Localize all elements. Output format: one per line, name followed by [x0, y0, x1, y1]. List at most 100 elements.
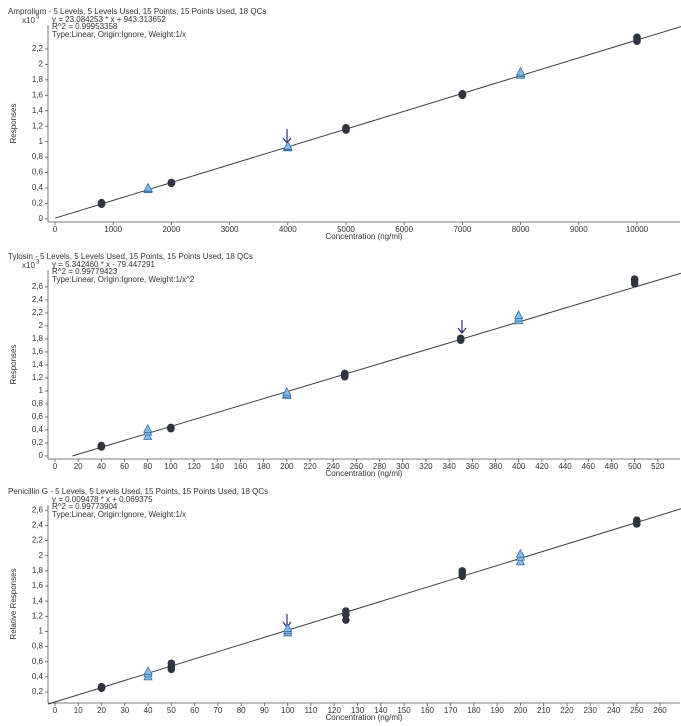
- y-tick-label: 2: [39, 551, 44, 560]
- arrow: [457, 320, 467, 334]
- y-tick-label: 2,4: [32, 521, 44, 530]
- y-tick-label: 0,6: [32, 168, 44, 177]
- x-tick-label: 400: [512, 462, 526, 471]
- x-tick-label: 500: [628, 462, 642, 471]
- x-tick-label: 8000: [512, 225, 530, 234]
- r-squared: R^2 = 0.99953358: [52, 22, 118, 31]
- y-tick-label: 0,4: [32, 672, 44, 681]
- y-tick-label: 2,2: [32, 308, 44, 317]
- x-tick-label: 160: [234, 462, 248, 471]
- x-tick-label: 200: [280, 462, 294, 471]
- x-tick-label: 50: [167, 706, 176, 715]
- y-tick-label: 0,4: [32, 183, 44, 192]
- y-axis-label: Relative Responses: [9, 568, 18, 639]
- y-tick-label: 1,8: [32, 566, 44, 575]
- x-tick-label: 9000: [570, 225, 588, 234]
- x-tick-label: 300: [396, 462, 410, 471]
- equation: y = 0.009478 * x + 0.069375: [52, 495, 153, 504]
- qc-point: [515, 66, 526, 76]
- fit-type: Type:Linear, Origin:Ignore, Weight:1/x: [52, 510, 186, 519]
- chart-title: Tylosin - 5 Levels, 5 Levels Used, 15 Po…: [8, 252, 253, 261]
- x-tick-label: 5000: [337, 225, 355, 234]
- x-tick-label: 170: [444, 706, 458, 715]
- y-tick-label: 0,8: [32, 399, 44, 408]
- x-tick-label: 220: [303, 462, 317, 471]
- x-tick-label: 90: [260, 706, 269, 715]
- x-tick-label: 320: [419, 462, 433, 471]
- x-axis-label: Concentration (ng/ml): [326, 713, 403, 722]
- x-tick-label: 80: [237, 706, 246, 715]
- y-tick-label: 1: [39, 386, 44, 395]
- x-tick-label: 60: [120, 462, 129, 471]
- x-tick-label: 150: [397, 706, 411, 715]
- y-tick-label: 1,2: [32, 373, 44, 382]
- y-tick-label: 0,4: [32, 425, 44, 434]
- x-tick-label: 100: [281, 706, 295, 715]
- x-tick-label: 10: [74, 706, 83, 715]
- qc-point: [282, 386, 292, 396]
- x-tick-label: 30: [120, 706, 129, 715]
- y-tick-label: 2,6: [32, 282, 44, 291]
- x-tick-label: 130: [351, 706, 365, 715]
- x-tick-label: 180: [467, 706, 481, 715]
- calibration-point: [342, 616, 350, 624]
- x-tick-label: 250: [630, 706, 644, 715]
- equation: y = 23.084253 * x + 943.313652: [52, 15, 166, 24]
- x-tick-label: 220: [560, 706, 574, 715]
- y-tick-label: 0,8: [32, 152, 44, 161]
- x-tick-label: 360: [466, 462, 480, 471]
- x-tick-label: 0: [53, 706, 58, 715]
- y-tick-label: 2,2: [32, 44, 44, 53]
- calibration-point: [342, 123, 350, 132]
- x-tick-label: 120: [328, 706, 342, 715]
- y-tick-label: 0,8: [32, 642, 44, 651]
- calibration-point: [633, 33, 641, 42]
- y-multiplier: x10: [22, 16, 35, 25]
- qc-point: [143, 423, 153, 433]
- x-tick-label: 140: [374, 706, 388, 715]
- x-tick-label: 200: [514, 706, 528, 715]
- qc-point: [515, 548, 526, 558]
- calibration-point: [97, 198, 106, 207]
- equation: y = 5.342460 * x - 79.447291: [52, 260, 156, 269]
- x-tick-label: 460: [582, 462, 596, 471]
- x-tick-label: 260: [653, 706, 667, 715]
- fit-type: Type:Linear, Origin:Ignore, Weight:1/x: [52, 30, 186, 39]
- y-tick-label: 1,8: [32, 75, 44, 84]
- y-tick-label: 1: [39, 137, 44, 146]
- y-tick-label: 2: [39, 321, 44, 330]
- x-tick-label: 6000: [395, 225, 413, 234]
- x-tick-label: 160: [421, 706, 435, 715]
- x-tick-label: 0: [53, 225, 58, 234]
- x-tick-label: 40: [144, 706, 153, 715]
- y-tick-label: 1,6: [32, 90, 44, 99]
- x-tick-label: 20: [74, 462, 83, 471]
- y-tick-label: 1,4: [32, 106, 44, 115]
- x-tick-label: 190: [490, 706, 504, 715]
- calibration-point: [340, 369, 349, 378]
- x-tick-label: 280: [373, 462, 387, 471]
- y-tick-label: 1,4: [32, 360, 44, 369]
- x-tick-label: 420: [535, 462, 549, 471]
- y-tick-label: 2,6: [32, 505, 44, 514]
- y-tick-label: 2,2: [32, 536, 44, 545]
- x-tick-label: 4000: [279, 225, 297, 234]
- qc-point: [143, 182, 153, 192]
- x-tick-label: 210: [537, 706, 551, 715]
- calibration-point: [167, 423, 175, 432]
- y-tick-label: 0,2: [32, 199, 44, 208]
- y-tick-label: 0,6: [32, 657, 44, 666]
- x-tick-label: 380: [489, 462, 503, 471]
- y-tick-label: 1,6: [32, 581, 44, 590]
- x-tick-label: 180: [257, 462, 271, 471]
- trendline: [72, 272, 681, 457]
- y-tick-label: 0,2: [32, 687, 44, 696]
- y-axis-label: Responses: [9, 103, 18, 143]
- y-tick-label: 1,6: [32, 347, 44, 356]
- y-tick-label: 1: [39, 627, 44, 636]
- x-tick-label: 480: [605, 462, 619, 471]
- y-axis-label: Responses: [9, 344, 18, 384]
- x-tick-label: 520: [651, 462, 665, 471]
- trendline: [54, 26, 681, 219]
